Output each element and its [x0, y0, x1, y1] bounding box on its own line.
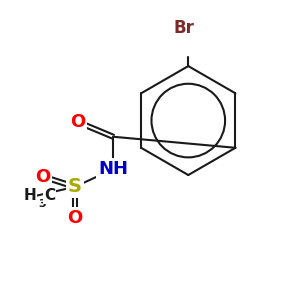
- Text: S: S: [68, 177, 82, 196]
- Text: NH: NH: [98, 160, 128, 178]
- Text: Br: Br: [173, 19, 194, 37]
- Text: O: O: [67, 209, 83, 227]
- Text: C: C: [44, 188, 55, 203]
- Text: O: O: [35, 167, 50, 185]
- Text: H: H: [24, 188, 37, 203]
- Text: 3: 3: [38, 199, 46, 209]
- Text: O: O: [70, 113, 85, 131]
